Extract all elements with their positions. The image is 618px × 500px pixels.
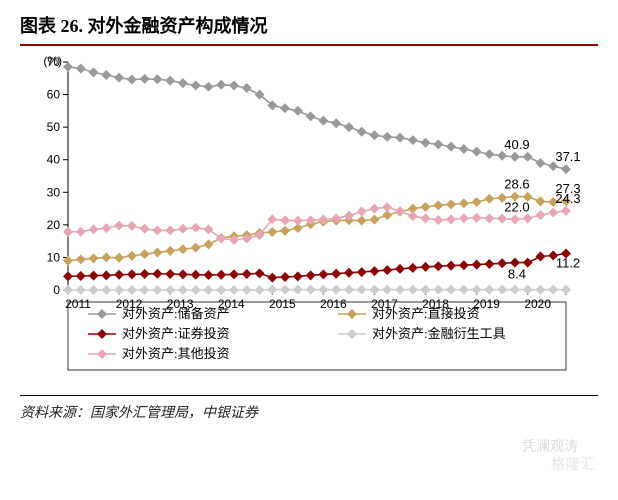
svg-text:40.9: 40.9 (504, 137, 529, 152)
svg-text:2016: 2016 (320, 297, 347, 311)
svg-text:0: 0 (53, 283, 60, 297)
svg-text:对外资产:证券投资: 对外资产:证券投资 (122, 326, 230, 341)
svg-text:2020: 2020 (524, 297, 551, 311)
svg-text:30: 30 (47, 185, 61, 199)
svg-text:对外资产:储备资产: 对外资产:储备资产 (122, 306, 230, 321)
figure-container: 图表 26. 对外金融资产构成情况 (%)0102030405060702011… (0, 0, 618, 500)
watermark-text-2: 格隆汇 (551, 454, 596, 474)
svg-text:28.6: 28.6 (504, 177, 529, 192)
svg-text:40: 40 (47, 153, 61, 167)
svg-text:8.4: 8.4 (508, 267, 526, 282)
svg-text:10: 10 (47, 250, 61, 264)
svg-text:20: 20 (47, 218, 61, 232)
svg-text:对外资产:金融衍生工具: 对外资产:金融衍生工具 (372, 326, 506, 341)
svg-text:2015: 2015 (269, 297, 296, 311)
title-divider (20, 44, 598, 46)
svg-text:2011: 2011 (65, 297, 91, 311)
source-text: 资料来源：国家外汇管理局，中银证券 (20, 396, 598, 422)
svg-text:37.1: 37.1 (555, 149, 580, 164)
line-chart: (%)0102030405060702011201220132014201520… (20, 52, 598, 387)
svg-text:70: 70 (47, 55, 61, 69)
svg-text:对外资产:其他投资: 对外资产:其他投资 (122, 346, 230, 361)
figure-title: 图表 26. 对外金融资产构成情况 (20, 12, 598, 44)
svg-text:22.0: 22.0 (504, 199, 529, 214)
svg-text:对外资产:直接投资: 对外资产:直接投资 (372, 306, 480, 321)
watermark-text-1: 凭澜观涛 (522, 436, 578, 456)
svg-text:60: 60 (47, 88, 61, 102)
svg-text:24.3: 24.3 (555, 191, 580, 206)
svg-text:50: 50 (47, 120, 61, 134)
svg-text:11.2: 11.2 (556, 256, 580, 271)
